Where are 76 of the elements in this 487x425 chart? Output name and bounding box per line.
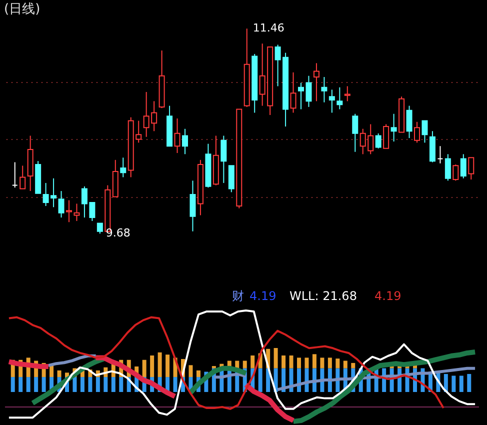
bar xyxy=(282,355,286,368)
candlestick xyxy=(74,203,80,222)
candlestick xyxy=(228,165,234,193)
candlestick xyxy=(20,165,26,190)
bar xyxy=(312,354,316,368)
candlestick xyxy=(313,62,320,102)
candlestick xyxy=(290,72,296,114)
bar xyxy=(50,365,54,378)
annotation: 9.68 xyxy=(106,226,130,240)
bar xyxy=(173,377,178,392)
candlestick xyxy=(452,164,459,182)
annotation: 11.46 xyxy=(252,22,284,35)
bar xyxy=(57,370,62,378)
candlestick xyxy=(174,118,180,154)
candlestick xyxy=(190,180,196,232)
bar xyxy=(80,377,84,392)
bar xyxy=(34,377,38,392)
candlestick xyxy=(406,105,412,139)
text: 4.19 xyxy=(250,289,276,303)
text: 财 xyxy=(232,289,244,303)
bar xyxy=(320,358,324,368)
bar xyxy=(188,365,193,378)
bar xyxy=(150,355,154,378)
bar xyxy=(459,376,464,392)
bar xyxy=(166,354,170,378)
candlestick xyxy=(220,135,227,184)
candlestick xyxy=(414,121,420,144)
candlestick xyxy=(383,124,390,149)
bar xyxy=(158,352,162,378)
candlestick xyxy=(375,132,382,149)
bar xyxy=(10,377,15,392)
text: 4.19 xyxy=(374,289,402,303)
bar xyxy=(258,368,262,392)
bar xyxy=(104,377,108,392)
bar xyxy=(65,372,69,378)
candlestick xyxy=(390,113,397,142)
bar xyxy=(250,355,255,368)
bar xyxy=(289,355,294,368)
candlestick xyxy=(66,200,72,223)
candlestick xyxy=(422,120,428,144)
bar xyxy=(18,377,23,392)
bar xyxy=(88,377,92,392)
bar xyxy=(304,358,309,368)
text: WLL: 21.68 xyxy=(290,289,357,303)
candlestick xyxy=(328,89,335,114)
chart-title: (日线) xyxy=(4,2,40,17)
candlestick xyxy=(96,222,103,234)
candlestick xyxy=(344,86,350,102)
bar xyxy=(42,377,46,392)
bar xyxy=(467,374,472,392)
bar xyxy=(196,370,200,378)
bar xyxy=(336,358,340,368)
bar xyxy=(452,376,456,392)
bar xyxy=(328,358,332,368)
bar xyxy=(274,348,278,368)
candlestick xyxy=(437,146,444,164)
candlestick xyxy=(352,113,358,152)
bar xyxy=(351,362,356,368)
bar xyxy=(96,377,100,392)
bar xyxy=(26,377,30,392)
candlestick xyxy=(120,157,126,178)
candlestick xyxy=(336,86,343,110)
bar xyxy=(119,377,124,392)
candlestick xyxy=(460,154,466,179)
candlestick xyxy=(444,154,451,182)
candlestick xyxy=(12,162,18,188)
candlestick xyxy=(468,157,474,180)
bar xyxy=(297,358,301,368)
candlestick xyxy=(321,76,328,103)
bar xyxy=(111,377,116,392)
candlestick xyxy=(182,128,188,155)
bar xyxy=(242,360,247,368)
bar xyxy=(343,360,348,368)
candlestick xyxy=(58,190,64,218)
bar xyxy=(72,377,77,392)
bar xyxy=(142,360,146,378)
